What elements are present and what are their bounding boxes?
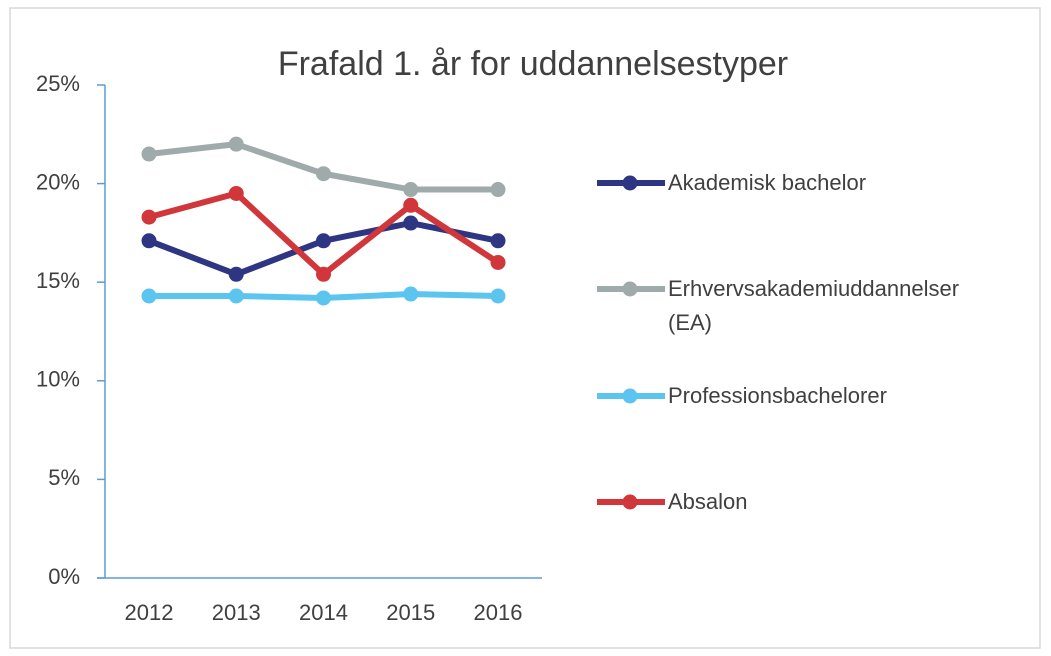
data-point [403,197,419,213]
data-point [403,215,419,231]
legend-label: Erhvervsakademiuddannelser (EA) [668,276,960,335]
data-point [228,185,244,201]
data-point [403,182,419,198]
legend-marker [622,388,638,404]
x-tick-label: 2013 [212,600,261,625]
data-point [228,136,244,152]
y-tick-label: 25% [36,71,80,96]
data-point [316,290,331,306]
data-point [490,254,506,270]
data-point [141,146,157,162]
data-point [490,288,506,304]
data-point [316,233,331,249]
y-tick-label: 15% [36,268,80,293]
x-tick-label: 2015 [386,600,435,625]
data-point [141,288,157,304]
x-tick-label: 2012 [125,600,174,625]
data-point [316,266,331,282]
data-point [403,286,419,302]
legend-marker [622,281,638,297]
y-tick-label: 20% [36,169,80,194]
data-point [316,166,331,182]
data-point [490,182,506,198]
y-tick-label: 0% [48,564,80,589]
chart-frame [9,7,1041,649]
data-point [141,209,157,225]
legend-label: Professionsbachelorer [668,383,887,408]
chart-title: Frafald 1. år for uddannelsestyper [278,45,788,83]
legend-marker [622,494,638,510]
legend-label: Absalon [668,489,748,514]
y-tick-label: 5% [48,465,80,490]
legend-marker [622,175,638,191]
legend-label: Akademisk bachelor [668,170,867,195]
data-point [141,233,157,249]
data-point [490,233,506,249]
x-tick-label: 2014 [299,600,348,625]
x-tick-label: 2016 [474,600,523,625]
data-point [228,266,244,282]
data-point [228,288,244,304]
y-tick-label: 10% [36,367,80,392]
